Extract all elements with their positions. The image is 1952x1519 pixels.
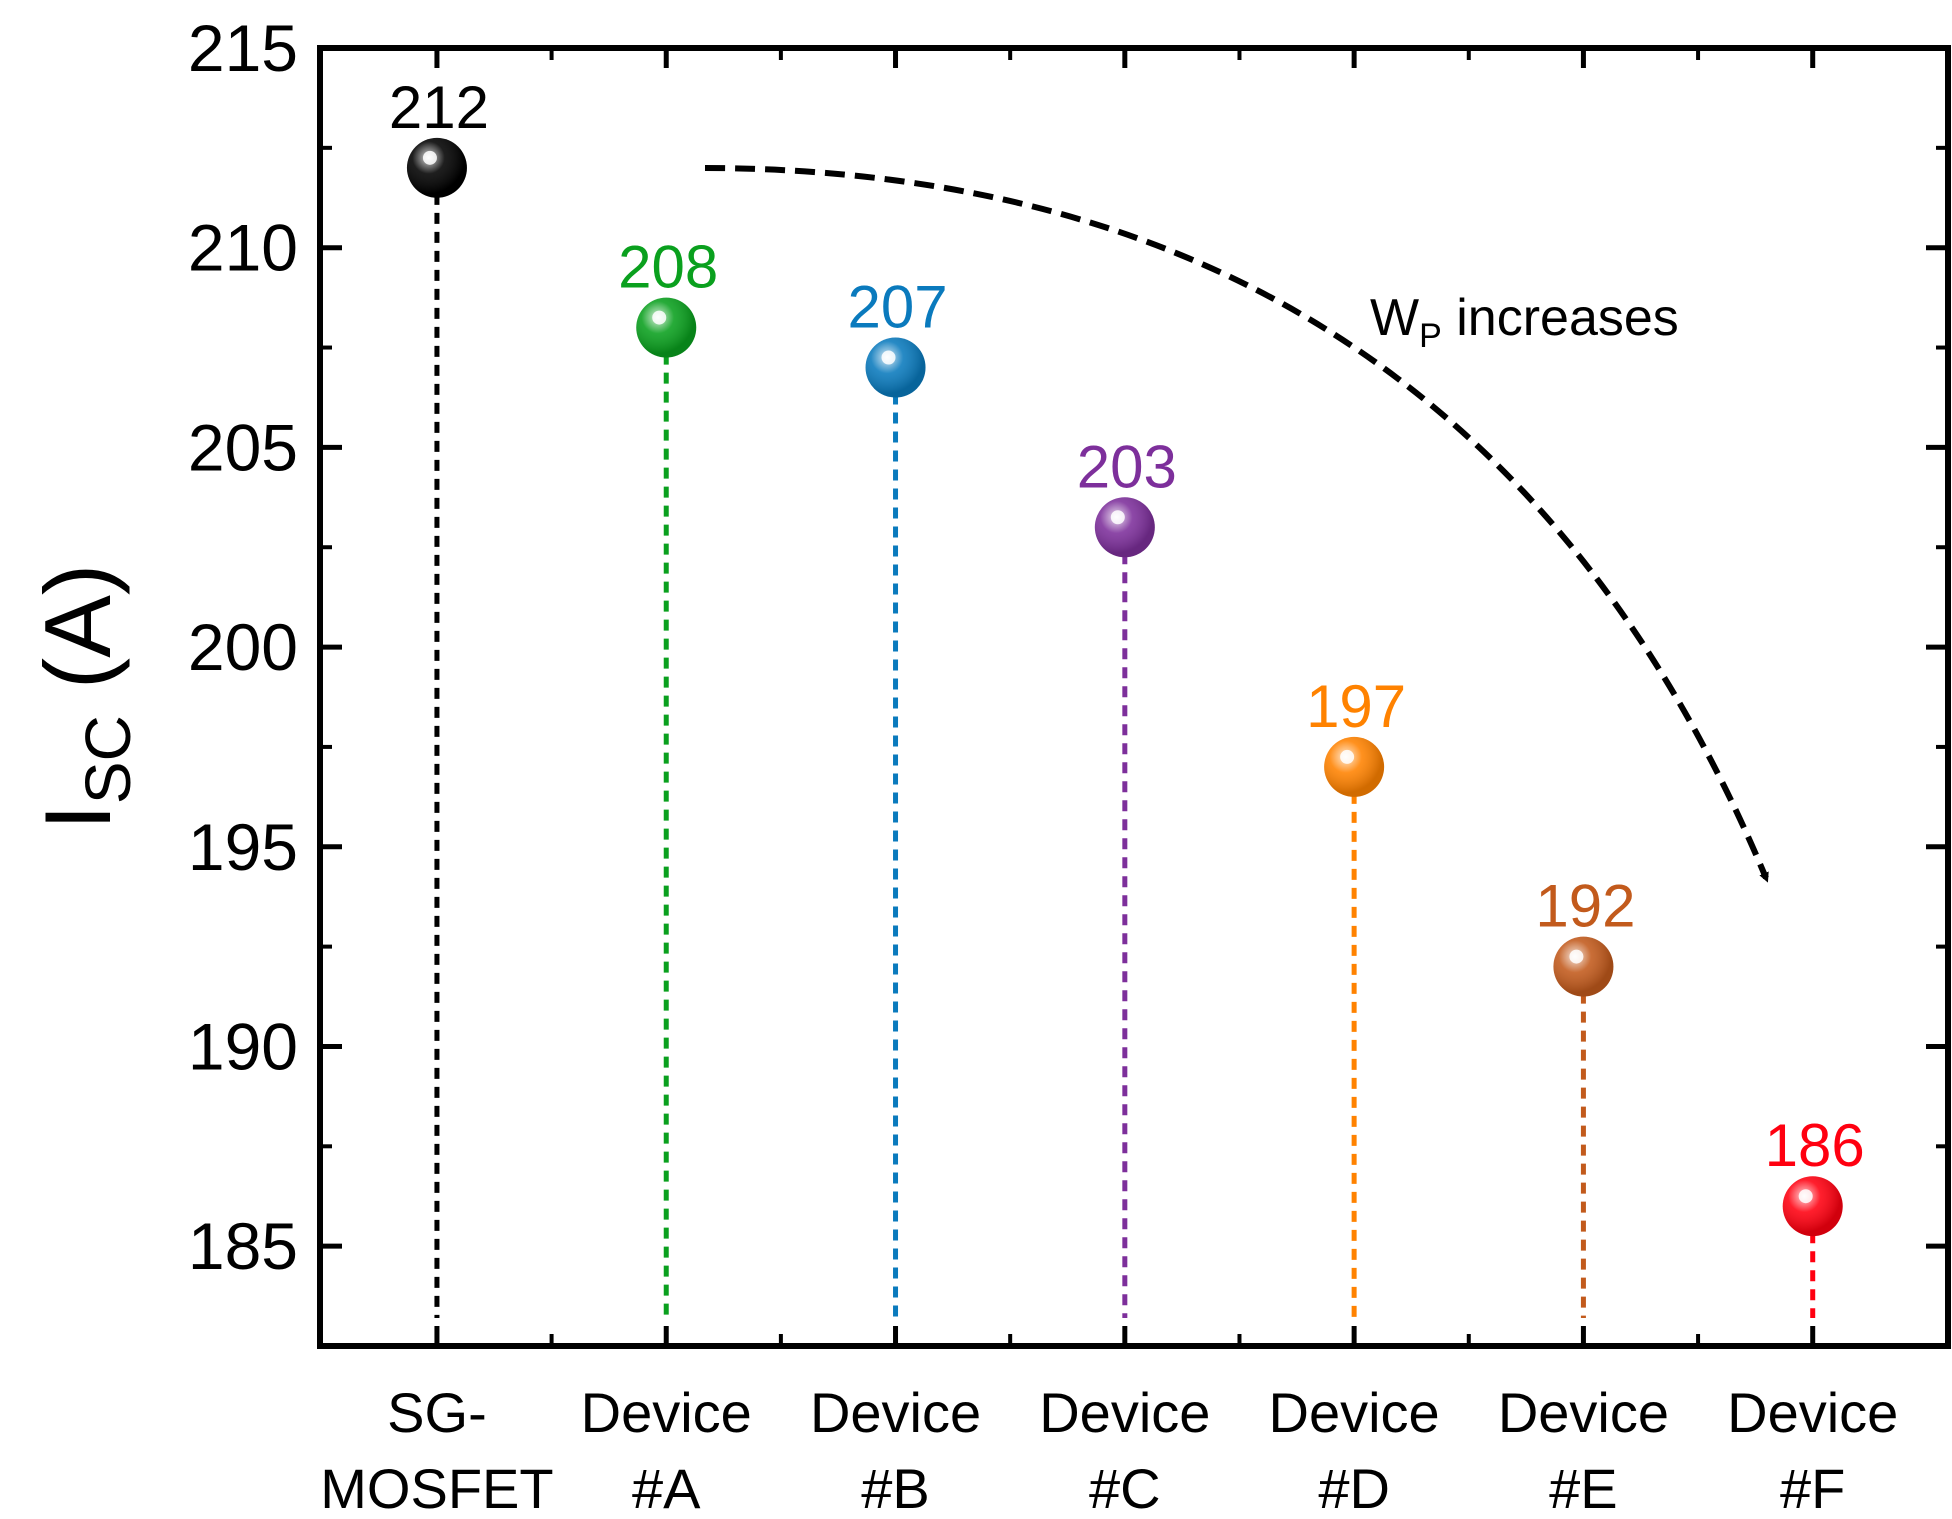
x-category-label-line1: Device [1727, 1381, 1898, 1444]
data-point-highlight [1094, 497, 1155, 558]
data-point-highlight [636, 297, 697, 358]
data-point-highlight [406, 137, 467, 198]
data-point-glint [422, 150, 437, 165]
y-axis-ticks [320, 45, 1948, 1249]
y-tick-label: 195 [188, 810, 298, 884]
y-tick-label: 190 [188, 1009, 298, 1083]
value-label: 192 [1535, 873, 1635, 940]
y-tick-label: 210 [188, 211, 298, 285]
stem-lines [434, 193, 1816, 1318]
value-label: 208 [618, 234, 718, 301]
data-point-highlight [1324, 736, 1385, 797]
x-category-label-line1: Device [1269, 1381, 1440, 1444]
annotation-rest: increases [1442, 289, 1679, 347]
value-label: 197 [1306, 673, 1406, 740]
value-label: 186 [1765, 1112, 1865, 1179]
ylabel-main: I [25, 804, 130, 830]
data-points [406, 137, 1843, 1237]
x-category-label-line2: #D [1318, 1457, 1390, 1519]
x-category-label-line2: #B [861, 1457, 930, 1519]
data-point-glint [652, 310, 667, 325]
x-category-label-line1: Device [810, 1381, 981, 1444]
x-category-label-line2: #F [1780, 1457, 1845, 1519]
value-label: 212 [389, 74, 489, 141]
y-tick-label: 200 [188, 610, 298, 684]
value-label: 207 [847, 274, 947, 341]
data-point-highlight [865, 337, 926, 398]
plot-frame [317, 45, 1951, 1349]
data-point-glint [1110, 510, 1125, 525]
data-point-highlight [1553, 936, 1614, 997]
y-tick-labels: 185 190 195 200 205 210 215 [188, 11, 298, 1283]
trend-annotation: WP increases [1370, 289, 1679, 355]
y-tick-label: 205 [188, 410, 298, 484]
ylabel-unit: (A) [25, 564, 130, 715]
value-labels: 212 208 207 203 197 192 186 [389, 74, 1865, 1179]
data-point-glint [881, 350, 896, 365]
x-axis-ticks [434, 48, 1816, 1346]
annotation-sub: P [1419, 317, 1442, 355]
x-category-label-line1: Device [581, 1381, 752, 1444]
x-category-label-line1: Device [1039, 1381, 1210, 1444]
x-category-label-line2: #C [1089, 1457, 1161, 1519]
x-category-label-line2: MOSFET [320, 1457, 553, 1519]
annotation-main: W [1370, 289, 1419, 347]
x-category-label-line2: #E [1549, 1457, 1618, 1519]
y-axis-label: ISC (A) [25, 564, 144, 830]
y-tick-label: 215 [188, 11, 298, 85]
trend-arrow [704, 165, 1769, 883]
x-category-label-line1: SG- [387, 1381, 487, 1444]
data-point-glint [1569, 949, 1584, 964]
y-tick-label: 185 [188, 1209, 298, 1283]
x-category-label-line2: #A [632, 1457, 701, 1519]
data-point-highlight [1782, 1176, 1843, 1237]
data-point-glint [1340, 749, 1355, 764]
ylabel-sub: SC [72, 715, 144, 804]
x-category-label-line1: Device [1498, 1381, 1669, 1444]
data-point-glint [1798, 1189, 1813, 1204]
value-label: 203 [1077, 433, 1177, 500]
x-category-labels: SG- MOSFET Device #A Device #B Device #C Device #… [320, 1381, 1898, 1519]
